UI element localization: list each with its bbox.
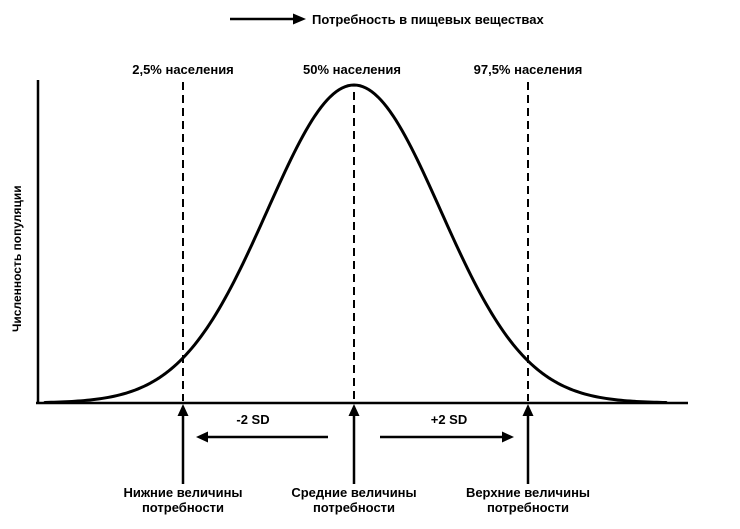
up-arrow-minus-2sd-icon [177, 404, 189, 484]
requirement-label-mean: Средние величины потребности [291, 485, 417, 515]
requirement-label-upper: Верхние величины потребности [465, 485, 591, 515]
requirement-label-lower: Нижние величины потребности [123, 485, 243, 515]
percent-label-minus-2sd: 2,5% населения [132, 62, 234, 77]
percent-label-mean: 50% населения [303, 62, 401, 77]
x-axis-title: Потребность в пищевых веществах [312, 12, 544, 27]
right-sd-arrow-icon [380, 431, 514, 443]
up-arrow-mean-icon [348, 404, 360, 484]
y-axis-title: Численность популяции [10, 185, 24, 332]
percent-label-plus-2sd: 97,5% населения [473, 62, 583, 77]
sd-annotation-left: -2 SD [236, 412, 270, 427]
bell-curve-path [43, 83, 668, 405]
x-label-arrow-icon [230, 13, 306, 25]
up-arrow-plus-2sd-icon [522, 404, 534, 484]
left-sd-arrow-icon [196, 431, 328, 443]
sd-annotation-right: +2 SD [430, 412, 468, 427]
